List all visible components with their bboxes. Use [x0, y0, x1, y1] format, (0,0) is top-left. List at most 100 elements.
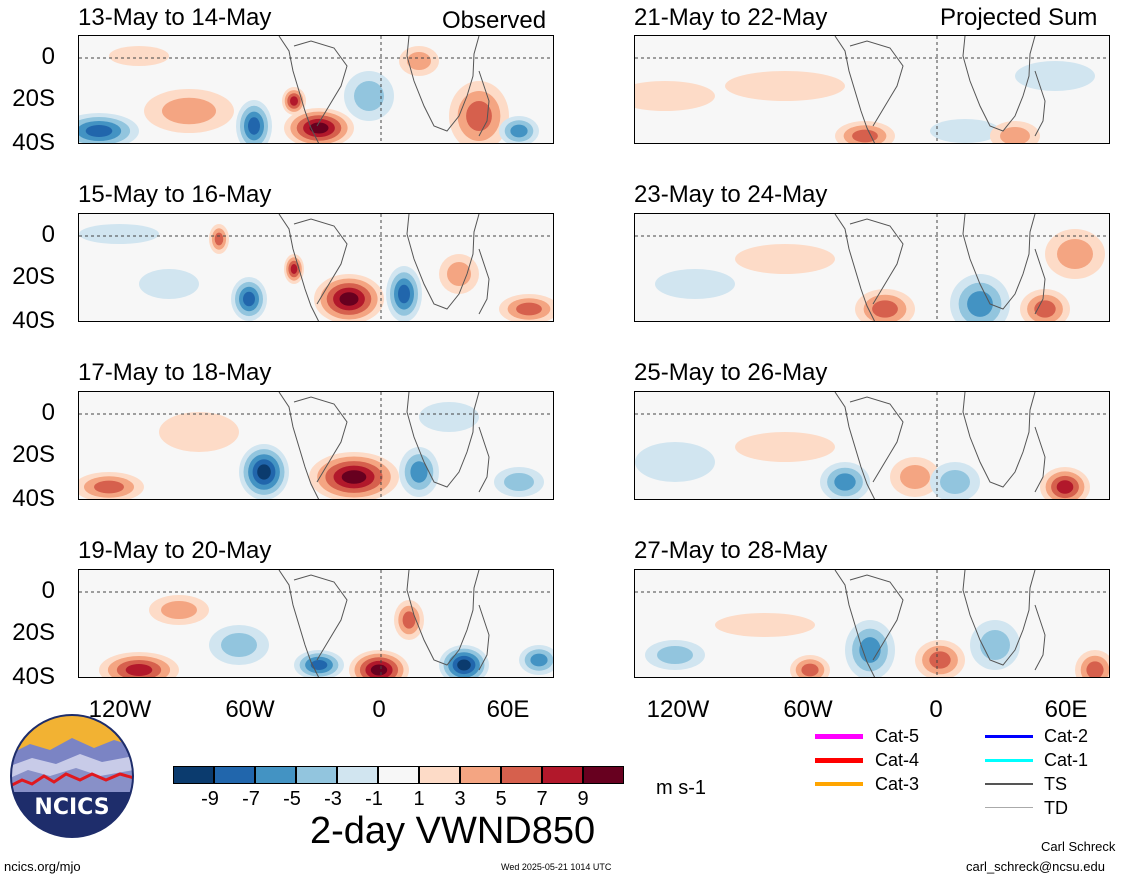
- wind-anomaly-field: [635, 214, 1109, 321]
- x-tick-0-right: 0: [929, 696, 943, 723]
- y-tick-label: 40S: [12, 307, 55, 334]
- footer-timestamp: Wed 2025-05-21 1014 UTC: [501, 862, 612, 872]
- positive-anomaly-contour: [735, 432, 835, 462]
- logo-text: NCICS: [34, 795, 110, 820]
- map-panel-obs-4: [78, 569, 554, 678]
- coastline: [834, 392, 1046, 499]
- positive-anomaly-contour: [162, 97, 216, 125]
- map-panel-obs-2: [78, 213, 554, 322]
- legend-label-cat3: Cat-3: [875, 774, 920, 794]
- negative-anomaly-contour: [398, 284, 410, 304]
- positive-anomaly-contour: [402, 611, 416, 629]
- colorbar-swatch: [583, 766, 624, 784]
- ncics-logo-icon: [10, 714, 134, 838]
- legend-line-cat4: [815, 758, 863, 763]
- negative-anomaly-contour: [221, 633, 257, 657]
- colorbar-label: 5: [495, 788, 507, 810]
- coastline: [834, 36, 1046, 143]
- y-tick-label: 0: [41, 399, 55, 426]
- projected-header: Projected Sum: [940, 4, 1098, 31]
- wind-anomaly-field: [79, 36, 553, 143]
- legend-line-cat2: [985, 735, 1033, 738]
- colorbar-label: 1: [413, 788, 425, 810]
- legend-line-ts: [985, 783, 1033, 785]
- negative-anomaly-contour: [79, 224, 159, 244]
- y-tick-label: 40S: [12, 485, 55, 512]
- colorbar-swatch: [460, 766, 501, 784]
- wind-anomaly-field: [79, 570, 553, 677]
- x-tick-60e-right: 60E: [1044, 696, 1088, 723]
- positive-anomaly-contour: [466, 101, 492, 131]
- positive-anomaly-contour: [370, 664, 388, 676]
- negative-anomaly-contour: [139, 269, 199, 299]
- positive-anomaly-contour: [214, 232, 224, 246]
- positive-anomaly-contour: [725, 71, 845, 101]
- positive-anomaly-contour: [715, 613, 815, 637]
- y-tick-label: 20S: [12, 263, 55, 290]
- negative-anomaly-contour: [354, 81, 384, 111]
- panel-title-obs-2: 15-May to 16-May: [78, 181, 272, 208]
- wind-anomaly-field: [79, 392, 553, 499]
- colorbar-swatch: [255, 766, 296, 784]
- positive-anomaly-contour: [516, 302, 542, 316]
- legend-line-cat3: [815, 782, 863, 786]
- legend-label-td: TD: [1044, 798, 1068, 818]
- positive-anomaly-contour: [852, 129, 878, 143]
- coastline: [834, 570, 1046, 677]
- positive-anomaly-contour: [290, 264, 298, 274]
- coastline: [278, 570, 490, 677]
- colorbar-swatch: [378, 766, 419, 784]
- negative-anomaly-contour: [510, 124, 528, 138]
- footer-author: Carl Schreck: [1041, 839, 1116, 854]
- y-tick-label: 0: [41, 43, 55, 70]
- y-tick-label: 20S: [12, 85, 55, 112]
- negative-anomaly-contour: [504, 473, 534, 491]
- panel-title-proj-1: 21-May to 22-May: [634, 4, 828, 31]
- footer-email[interactable]: carl_schreck@ncsu.edu: [966, 859, 1105, 874]
- map-panel-proj-2: [634, 213, 1110, 322]
- figure-title: 2-day VWND850: [310, 810, 596, 852]
- legend-label-ts: TS: [1044, 774, 1068, 794]
- x-tick-120w-left: 120W: [88, 696, 152, 723]
- legend-label-cat5: Cat-5: [875, 726, 920, 746]
- negative-anomaly-contour: [940, 470, 970, 494]
- negative-anomaly-contour: [310, 660, 328, 670]
- positive-anomaly-contour: [125, 664, 153, 676]
- y-tick-label: 0: [41, 221, 55, 248]
- colorbar-label: -3: [324, 788, 342, 810]
- colorbar-swatch: [501, 766, 542, 784]
- colorbar-label: 3: [454, 788, 466, 810]
- positive-anomaly-contour: [94, 480, 124, 494]
- negative-anomaly-contour: [419, 402, 479, 432]
- negative-anomaly-contour: [967, 291, 993, 317]
- negative-anomaly-contour: [85, 125, 113, 137]
- negative-anomaly-contour: [980, 630, 1010, 660]
- y-tick-label: 20S: [12, 619, 55, 646]
- map-panel-proj-4: [634, 569, 1110, 678]
- positive-anomaly-contour: [159, 412, 239, 452]
- map-panel-obs-1: [78, 35, 554, 144]
- negative-anomaly-contour: [1015, 61, 1095, 91]
- colorbar-label: -5: [283, 788, 301, 810]
- legend-label-cat2: Cat-2: [1044, 726, 1089, 746]
- positive-anomaly-contour: [407, 52, 431, 70]
- colorbar-swatch: [296, 766, 337, 784]
- colorbar-swatch: [542, 766, 583, 784]
- map-panel-proj-3: [634, 391, 1110, 500]
- positive-anomaly-contour: [1057, 239, 1093, 269]
- legend-line-cat5: [815, 734, 863, 739]
- panel-title-proj-2: 23-May to 24-May: [634, 181, 828, 208]
- footer-website[interactable]: ncics.org/mjo: [4, 859, 81, 874]
- positive-anomaly-contour: [872, 300, 898, 318]
- negative-anomaly-contour: [410, 461, 428, 483]
- positive-anomaly-contour: [635, 81, 715, 111]
- colorbar-swatch: [337, 766, 378, 784]
- y-tick-label: 40S: [12, 663, 55, 690]
- ncics-logo: NCICS: [10, 714, 134, 838]
- negative-anomaly-contour: [457, 659, 471, 671]
- negative-anomaly-contour: [530, 653, 548, 667]
- coastline: [278, 36, 490, 143]
- positive-anomaly-contour: [735, 244, 835, 274]
- x-tick-0-left: 0: [372, 696, 386, 723]
- legend-label-cat1: Cat-1: [1044, 750, 1089, 770]
